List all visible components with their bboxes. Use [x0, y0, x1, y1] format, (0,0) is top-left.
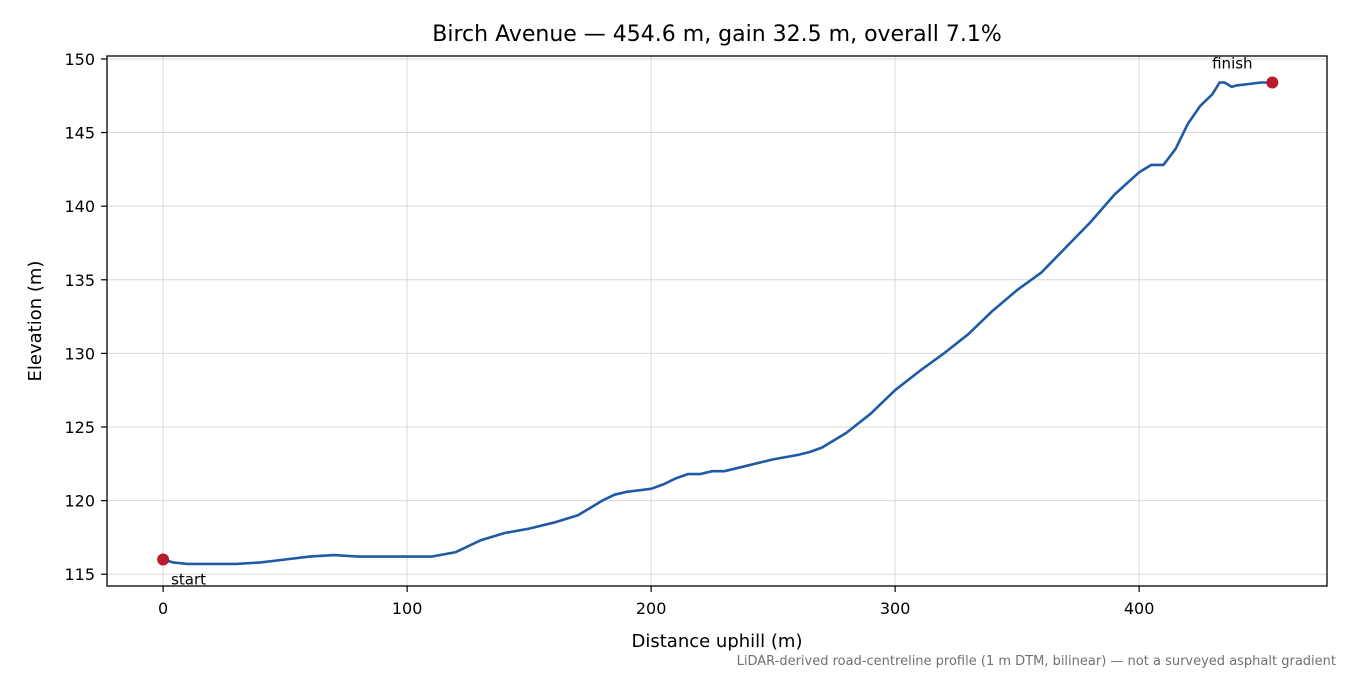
y-tick-label: 135	[64, 271, 95, 290]
x-tick-label: 300	[880, 599, 911, 618]
x-tick-label: 200	[636, 599, 667, 618]
y-tick-label: 125	[64, 418, 95, 437]
y-tick-label: 130	[64, 344, 95, 363]
chart-caption: LiDAR-derived road-centreline profile (1…	[737, 654, 1336, 669]
x-tick-label: 0	[158, 599, 168, 618]
plot-frame	[106, 55, 1328, 587]
y-axis-ticks: 115 120 125 130 135 140 145 150	[64, 50, 107, 584]
y-axis-label: Elevation (m)	[25, 261, 46, 382]
series-line	[162, 81, 1273, 566]
y-tick-label: 150	[64, 50, 95, 69]
grid	[107, 56, 1327, 586]
y-tick-label: 145	[64, 124, 95, 143]
finish-annotation: finish	[1212, 55, 1252, 73]
y-tick-label: 115	[64, 565, 95, 584]
x-tick-label: 400	[1124, 599, 1155, 618]
y-tick-label: 140	[64, 197, 95, 216]
finish-marker	[1266, 76, 1279, 89]
start-marker	[157, 553, 170, 566]
x-axis-ticks: 0 100 200 300 400	[158, 586, 1154, 618]
x-tick-label: 100	[392, 599, 423, 618]
start-annotation: start	[171, 571, 206, 589]
x-axis-label: Distance uphill (m)	[632, 631, 803, 652]
y-tick-label: 120	[64, 492, 95, 511]
chart-title: Birch Avenue — 454.6 m, gain 32.5 m, ove…	[432, 22, 1001, 47]
